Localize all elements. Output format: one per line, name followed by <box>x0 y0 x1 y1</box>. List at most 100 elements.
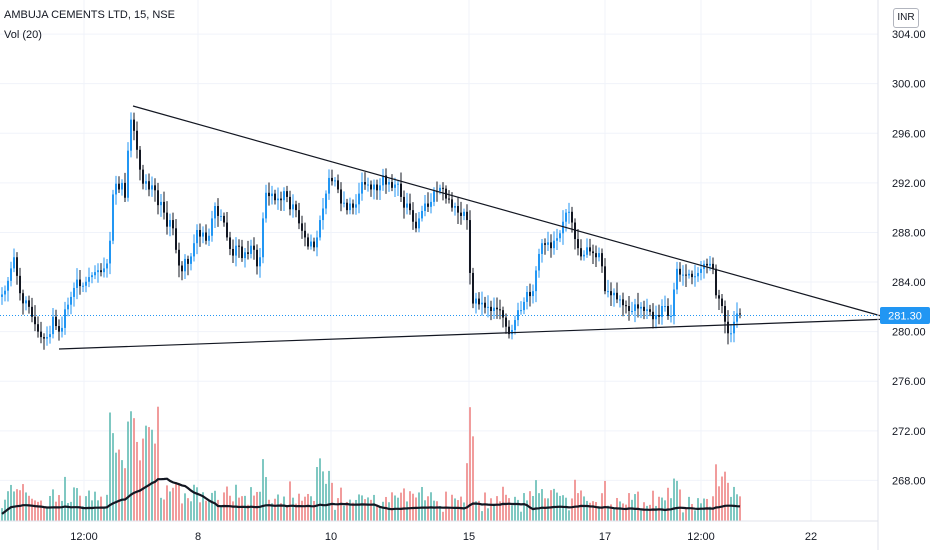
volume-bar <box>217 499 219 521</box>
candle-body <box>556 238 558 241</box>
candle-body <box>28 300 30 307</box>
candle-body <box>142 169 144 184</box>
candle-body <box>538 253 540 271</box>
candle-body <box>55 316 57 327</box>
volume-bar <box>538 493 540 521</box>
trendline[interactable] <box>132 105 885 318</box>
y-tick-label: 296.00 <box>892 128 926 140</box>
volume-bar <box>703 498 705 521</box>
volume-bar <box>37 501 39 521</box>
candle-body <box>256 249 258 267</box>
candle-body <box>94 272 96 276</box>
candle-body <box>64 309 66 328</box>
volume-bar <box>520 511 522 521</box>
volume-bar <box>160 497 162 521</box>
candle-body <box>439 187 441 192</box>
candle-body <box>250 245 252 254</box>
candle-body <box>31 306 33 317</box>
candle-body <box>550 242 552 249</box>
volume-bar <box>409 491 411 521</box>
volume-bar <box>481 511 483 521</box>
volume-bar <box>214 490 216 521</box>
candle-body <box>649 309 651 312</box>
volume-bar <box>307 493 309 521</box>
volume-bar <box>436 501 438 521</box>
volume-bar <box>175 482 177 521</box>
candle-body <box>547 242 549 245</box>
candle-body <box>88 277 90 282</box>
y-tick-label: 300.00 <box>892 79 926 91</box>
candle-body <box>34 316 36 325</box>
candle-body <box>379 185 381 191</box>
volume-bar <box>646 505 648 521</box>
candle-body <box>292 204 294 210</box>
candle-body <box>211 218 213 236</box>
volume-bar <box>490 498 492 521</box>
candle-body <box>658 315 660 317</box>
candle-body <box>112 194 114 241</box>
volume-bar <box>586 500 588 521</box>
candle-body <box>490 306 492 311</box>
volume-bar <box>592 501 594 521</box>
candle-body <box>82 285 84 287</box>
volume-bar <box>136 441 138 521</box>
candle-body <box>253 245 255 250</box>
candle-body <box>244 252 246 259</box>
candle-body <box>160 201 162 206</box>
last-price-label: 281.30 <box>888 311 922 323</box>
candle-body <box>205 232 207 241</box>
candle-body <box>223 215 225 223</box>
candle-body <box>262 218 264 258</box>
volume-bar <box>238 497 240 521</box>
volume-bar <box>463 502 465 521</box>
candle-body <box>523 301 525 311</box>
candle-body <box>577 239 579 249</box>
candle-body <box>70 296 72 305</box>
volume-indicator-label[interactable]: Vol (20) <box>4 29 42 41</box>
volume-bar <box>115 452 117 521</box>
candle-body <box>661 306 663 317</box>
volume-bar <box>466 463 468 521</box>
volume-bar <box>295 503 297 521</box>
volume-bar <box>88 490 90 521</box>
volume-bar <box>325 483 327 521</box>
candle-body <box>712 263 714 269</box>
volume-bar <box>511 505 513 521</box>
volume-moving-average-line <box>1 477 741 515</box>
price-axis[interactable]: 268.00 272.00 276.00 280.00 284.00 288.00 292.… <box>892 29 926 487</box>
volume-bar <box>91 500 93 521</box>
candle-body <box>691 273 693 278</box>
time-axis[interactable]: 12:00 8 10 15 17 12:00 22 <box>70 531 817 543</box>
candle-body <box>592 251 594 254</box>
trendlines[interactable] <box>58 105 885 350</box>
candle-body <box>235 245 237 256</box>
volume-bar <box>337 498 339 521</box>
candle-body <box>586 247 588 255</box>
candle-body <box>7 280 9 291</box>
candle-body <box>382 175 384 186</box>
y-tick-label: 288.00 <box>892 227 926 239</box>
volume-bar <box>544 498 546 521</box>
trendline[interactable] <box>58 318 885 350</box>
candle-body <box>643 306 645 311</box>
candle-body <box>688 273 690 276</box>
candle-body <box>340 189 342 204</box>
candle-body <box>316 237 318 248</box>
candle-body <box>472 272 474 304</box>
candle-body <box>175 228 177 250</box>
volume-bar <box>517 499 519 521</box>
candle-body <box>391 182 393 188</box>
currency-button[interactable]: INR <box>893 8 919 28</box>
y-tick-label: 276.00 <box>892 376 926 388</box>
candle-body <box>61 327 63 332</box>
candle-body <box>514 320 516 330</box>
candle-body <box>460 212 462 216</box>
candle-body <box>289 196 291 210</box>
symbol-title[interactable]: AMBUJA CEMENTS LTD, 15, NSE <box>4 9 175 21</box>
candle-body <box>136 130 138 150</box>
volume-bar <box>622 503 624 521</box>
candle-body <box>220 215 222 217</box>
candle-body <box>196 229 198 244</box>
candle-body <box>151 185 153 190</box>
